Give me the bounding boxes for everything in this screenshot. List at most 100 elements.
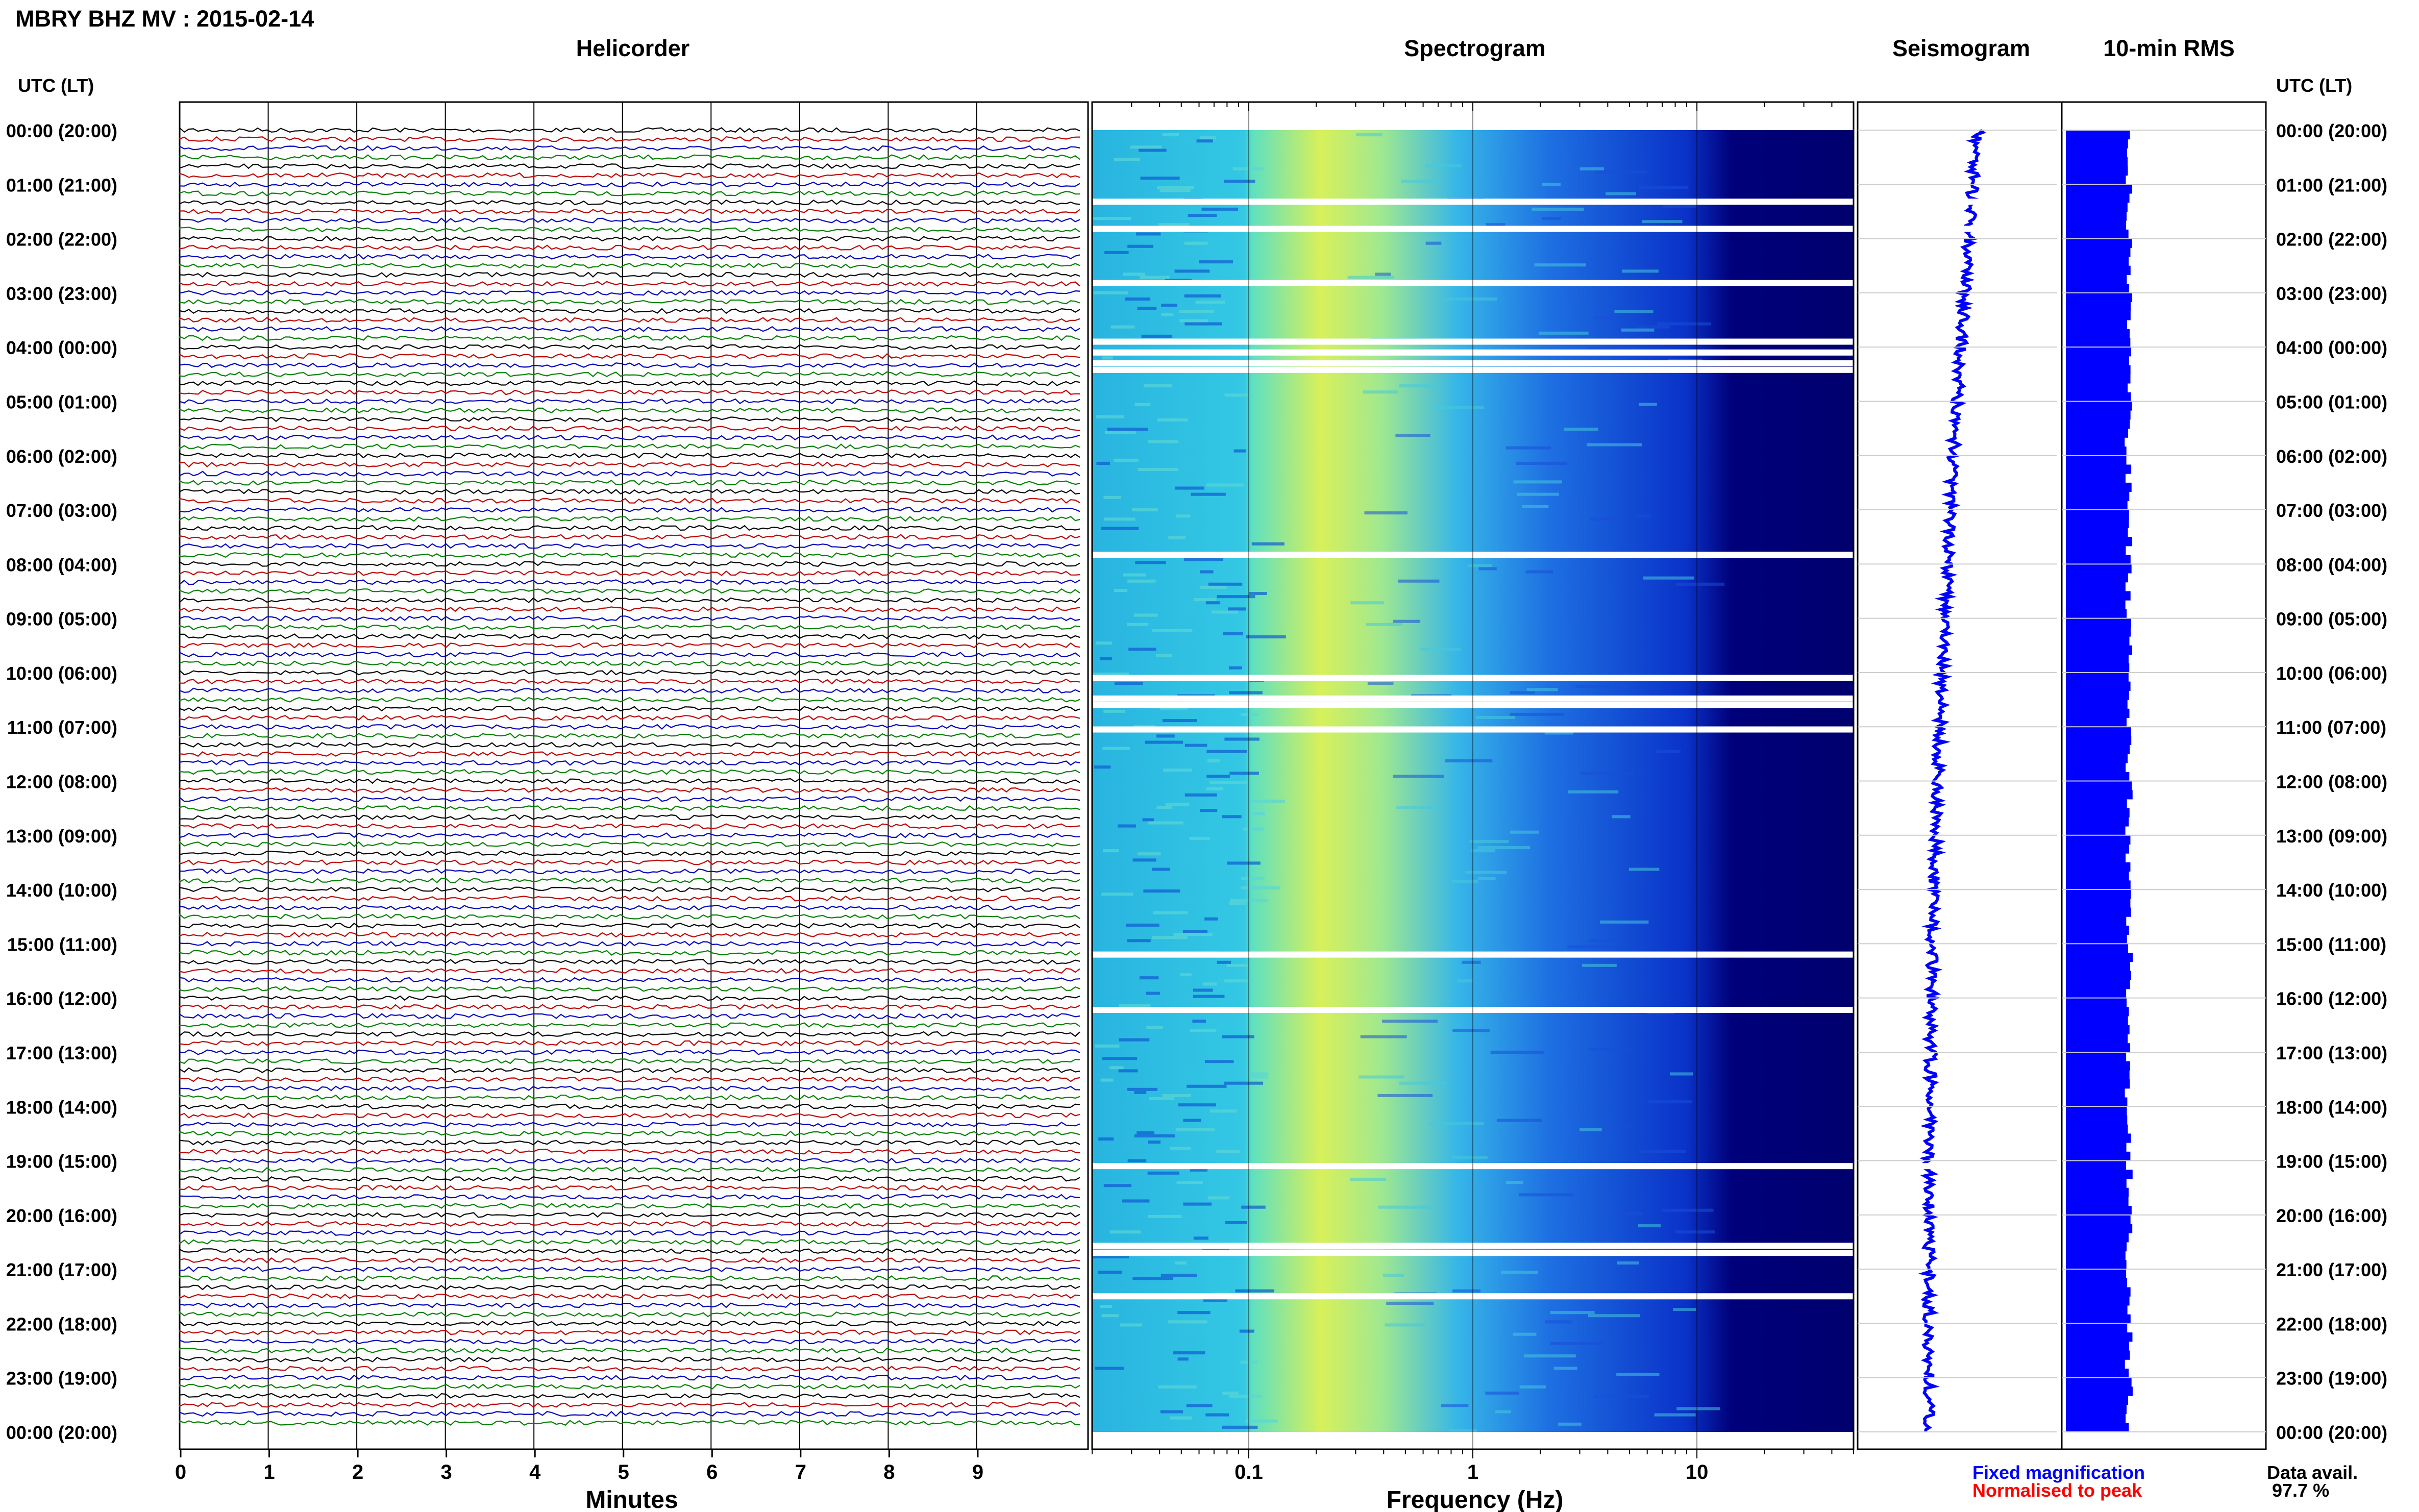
helicorder-trace bbox=[179, 353, 1080, 359]
spectrogram-texture bbox=[1581, 772, 1634, 775]
spectrogram-texture bbox=[1100, 1078, 1114, 1082]
minutes-tick-label: 9 bbox=[972, 1461, 983, 1483]
helicorder-trace bbox=[179, 1157, 1080, 1164]
spectrogram-texture bbox=[1538, 331, 1589, 335]
rms-bar bbox=[2066, 555, 2131, 564]
spectrogram-texture bbox=[1127, 244, 1153, 248]
rms-bar bbox=[2066, 1052, 2127, 1062]
helicorder-trace bbox=[179, 380, 1080, 386]
rms-bar bbox=[2066, 790, 2133, 800]
spectrogram-texture bbox=[1177, 1311, 1211, 1315]
spectrogram-texture bbox=[1189, 836, 1211, 840]
spectrogram-texture bbox=[1179, 319, 1208, 323]
time-label-right: 12:00 (08:00) bbox=[2276, 772, 2387, 792]
spectrogram-texture bbox=[1093, 291, 1128, 294]
spectrogram-texture bbox=[1228, 666, 1242, 670]
rms-bar bbox=[2066, 1287, 2131, 1297]
rms-bar bbox=[2066, 600, 2126, 610]
spectrogram-texture bbox=[1229, 772, 1259, 775]
spectrogram-texture bbox=[1241, 1205, 1266, 1209]
spectrogram-texture bbox=[1177, 1357, 1189, 1361]
spectrogram-texture bbox=[1123, 272, 1145, 276]
spectrogram-texture bbox=[1366, 623, 1403, 626]
spectrogram-texture bbox=[1638, 1224, 1661, 1228]
rms-bar bbox=[2066, 510, 2129, 519]
spectrogram-texture bbox=[1363, 390, 1398, 394]
rms-bar bbox=[2066, 763, 2126, 773]
spectrogram-texture bbox=[1590, 517, 1621, 521]
spectrogram-texture bbox=[1475, 715, 1516, 720]
spectrogram-texture bbox=[1096, 415, 1124, 418]
rms-bar bbox=[2066, 573, 2128, 583]
spectrogram-texture bbox=[1118, 1069, 1138, 1073]
spectrogram-texture bbox=[1542, 183, 1561, 186]
spectrogram-texture bbox=[1501, 1271, 1539, 1274]
rms-bar bbox=[2066, 808, 2130, 817]
rms-bar bbox=[2066, 681, 2131, 691]
rms-bar bbox=[2066, 528, 2128, 537]
helicorder-trace bbox=[179, 940, 1080, 947]
time-label-right: 16:00 (12:00) bbox=[2276, 988, 2387, 1009]
helicorder-trace bbox=[179, 362, 1080, 368]
rms-bar bbox=[2066, 338, 2131, 348]
rms-bar bbox=[2066, 193, 2130, 203]
rms-bar bbox=[2066, 347, 2131, 357]
spectrogram-texture bbox=[1104, 431, 1136, 434]
spectrogram-texture bbox=[1184, 322, 1222, 326]
spectrogram-texture bbox=[1532, 207, 1584, 211]
rms-frame bbox=[2061, 101, 2267, 1450]
rms-bar bbox=[2066, 826, 2126, 836]
helicorder-frame bbox=[179, 101, 1089, 1450]
spectrogram-texture bbox=[1193, 1236, 1208, 1240]
rms-bar bbox=[2066, 618, 2132, 628]
spectrogram-texture bbox=[1378, 1205, 1431, 1209]
spectrogram-texture bbox=[1190, 1168, 1208, 1172]
helicorder-trace bbox=[179, 507, 1080, 513]
spectrogram-texture bbox=[1513, 1332, 1537, 1336]
time-label-left: 18:00 (14:00) bbox=[6, 1097, 117, 1118]
seismogram-frame bbox=[1857, 101, 2063, 1450]
spectrogram-texture bbox=[1133, 613, 1158, 617]
helicorder-trace bbox=[179, 561, 1080, 567]
helicorder-trace bbox=[179, 678, 1080, 685]
spectrogram-gap bbox=[1092, 702, 1854, 708]
spectrogram-texture bbox=[1158, 1385, 1197, 1389]
time-label-right: 09:00 (05:00) bbox=[2276, 609, 2387, 630]
helicorder-trace bbox=[179, 1067, 1080, 1074]
helicorder-trace bbox=[179, 1013, 1080, 1019]
utc-label-left: UTC (LT) bbox=[18, 75, 94, 96]
helicorder-trace bbox=[179, 1329, 1080, 1335]
spectrogram-texture bbox=[1210, 1109, 1237, 1113]
seismogram-gap bbox=[1888, 1163, 2021, 1170]
spectrogram-texture bbox=[1168, 536, 1186, 539]
spectrogram-texture bbox=[1457, 979, 1473, 983]
spectrogram-texture bbox=[1526, 688, 1558, 691]
helicorder-trace bbox=[179, 733, 1080, 739]
spectrogram-texture bbox=[1495, 1410, 1511, 1414]
helicorder-trace bbox=[179, 398, 1080, 405]
spectrogram-texture bbox=[1120, 1323, 1143, 1327]
rms-bar bbox=[2066, 275, 2127, 284]
rms-bar bbox=[2066, 211, 2127, 221]
helicorder-trace bbox=[179, 1058, 1080, 1064]
spectrogram-texture bbox=[1103, 849, 1119, 853]
rms-bar bbox=[2066, 447, 2127, 456]
rms-bar bbox=[2066, 1305, 2128, 1315]
spectrogram-texture bbox=[1375, 272, 1391, 276]
spectrogram-texture bbox=[1606, 192, 1636, 195]
helicorder-trace bbox=[179, 1176, 1080, 1182]
spectrogram-texture bbox=[1208, 582, 1243, 586]
spectrogram-texture bbox=[1347, 276, 1395, 279]
helicorder-trace bbox=[179, 452, 1080, 459]
seismogram-gap bbox=[1888, 199, 2021, 205]
spectrogram-texture bbox=[1241, 886, 1280, 890]
spectrogram-texture bbox=[1143, 889, 1180, 893]
rms-bar bbox=[2066, 889, 2131, 899]
spectrogram-texture bbox=[1161, 1274, 1197, 1277]
spectrogram-texture bbox=[1107, 428, 1148, 431]
spectrogram-texture bbox=[1210, 781, 1248, 784]
utc-label-right: UTC (LT) bbox=[2276, 75, 2352, 96]
spectrogram-gap bbox=[1092, 199, 1854, 205]
spectrogram-texture bbox=[1100, 657, 1112, 660]
helicorder-trace bbox=[179, 1293, 1080, 1300]
